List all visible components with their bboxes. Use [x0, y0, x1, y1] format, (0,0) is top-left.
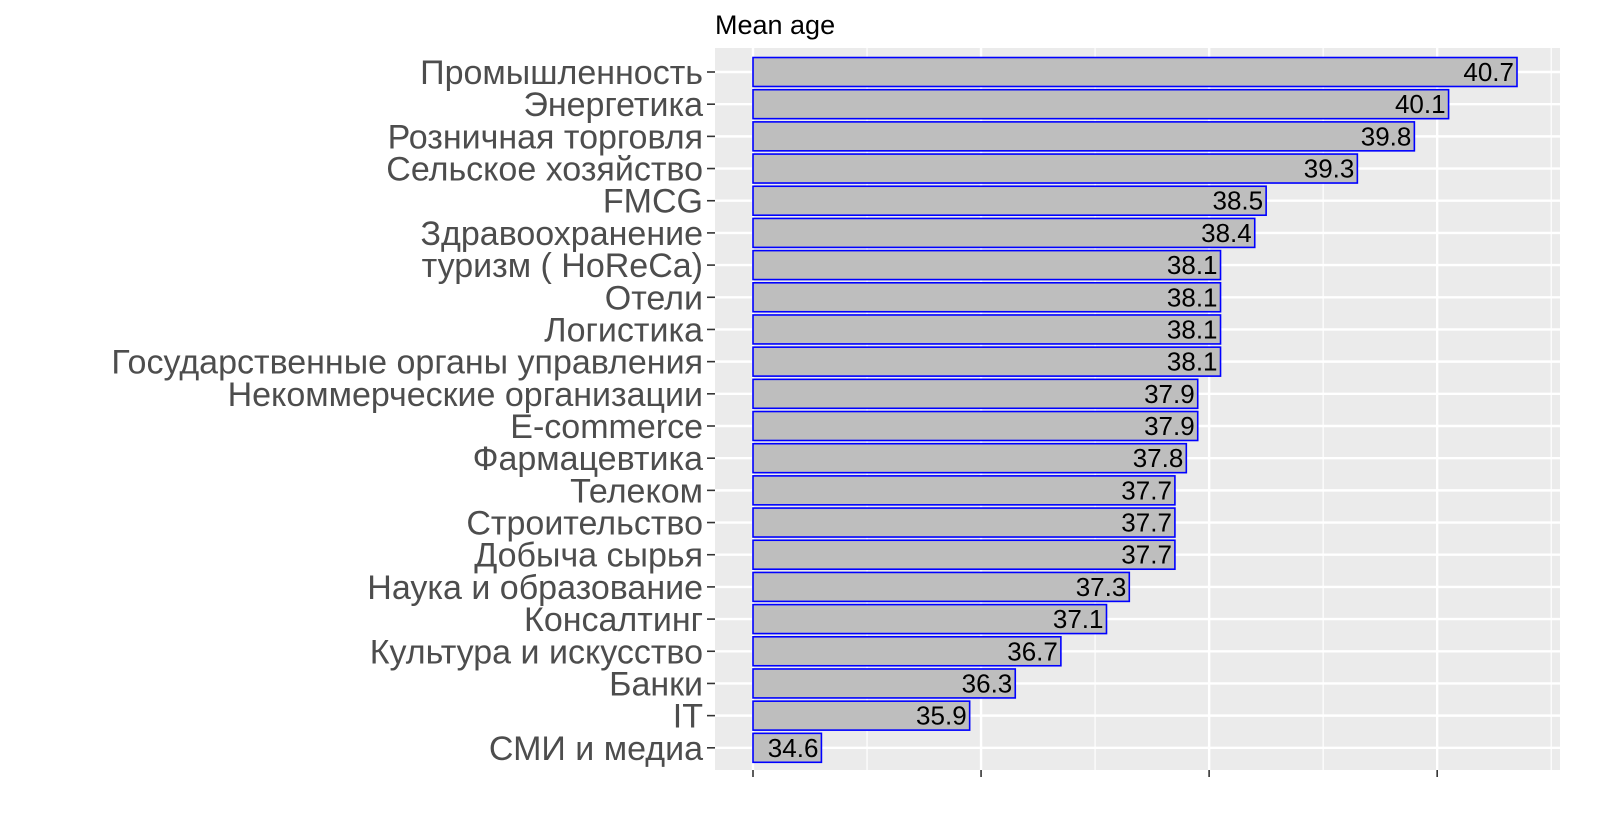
axis-ticks: [707, 71, 1438, 777]
category-label: E-commerce: [510, 408, 703, 446]
value-labels: 40.740.139.839.338.538.438.138.138.138.1…: [768, 57, 1514, 763]
bar: [752, 668, 1017, 699]
bar: [752, 378, 1199, 410]
bar: [752, 121, 1416, 152]
category-label: Здравоохранение: [421, 215, 704, 253]
category-label: Логистика: [544, 311, 703, 349]
category-label: Консалтинг: [524, 601, 703, 639]
bar-value-label: 39.8: [1361, 121, 1412, 151]
category-label: Энергетика: [523, 86, 703, 124]
bar: [752, 507, 1176, 538]
bar: [752, 700, 971, 731]
bar: [752, 153, 1359, 184]
category-label: Телеком: [570, 472, 703, 510]
category-label: Культура и искусство: [370, 633, 703, 671]
bar-value-label: 34.6: [768, 733, 819, 763]
category-label: Фармацевтика: [473, 440, 703, 478]
bar-value-label: 37.7: [1121, 508, 1172, 538]
category-label: FMCG: [603, 183, 703, 221]
bar: [752, 571, 1131, 603]
bar: [752, 56, 1518, 88]
bar-value-label: 37.3: [1076, 572, 1127, 602]
category-label: Розничная торговля: [388, 118, 703, 156]
bar: [752, 217, 1256, 249]
category-label: СМИ и медиа: [489, 730, 703, 768]
bar: [752, 442, 1188, 474]
bar-value-label: 39.3: [1304, 154, 1355, 184]
bar: [752, 249, 1222, 281]
bar-value-label: 40.1: [1395, 89, 1446, 119]
bar-value-label: 38.4: [1201, 218, 1252, 248]
bar: [752, 185, 1267, 217]
bar: [752, 732, 823, 764]
bar-value-label: 38.1: [1167, 250, 1218, 280]
bar: [752, 88, 1450, 120]
bar-value-label: 38.5: [1213, 186, 1264, 216]
bar: [752, 475, 1176, 506]
chart-title: Mean age: [715, 10, 835, 40]
bar-value-label: 36.7: [1007, 636, 1058, 666]
category-label: Некоммерческие организации: [228, 376, 703, 414]
category-label: Сельское хозяйство: [386, 151, 703, 189]
category-label: Добыча сырья: [474, 537, 703, 575]
bar: [752, 281, 1222, 313]
bar: [752, 603, 1108, 635]
bar-value-label: 35.9: [916, 701, 967, 731]
bar: [752, 635, 1062, 667]
bar-value-label: 40.7: [1463, 57, 1514, 87]
category-label: Отели: [605, 279, 703, 317]
category-label: Государственные органы управления: [111, 344, 703, 382]
bar-value-label: 37.8: [1133, 443, 1184, 473]
bar-value-label: 37.7: [1121, 540, 1172, 570]
bar-value-label: 37.9: [1144, 379, 1195, 409]
bar-value-label: 36.3: [962, 668, 1013, 698]
bar: [752, 314, 1222, 345]
category-label: Банки: [609, 665, 703, 703]
bar-value-label: 37.9: [1144, 411, 1195, 441]
category-label: Строительство: [466, 505, 703, 543]
bar: [752, 410, 1199, 442]
bar-value-label: 38.1: [1167, 347, 1218, 377]
bar: [752, 346, 1222, 377]
bar-value-label: 38.1: [1167, 282, 1218, 312]
bars: [752, 56, 1518, 764]
bar-value-label: 37.7: [1121, 475, 1172, 505]
category-label: IT: [673, 698, 703, 736]
category-label: Наука и образование: [367, 569, 703, 607]
category-label: Промышленность: [420, 54, 703, 92]
bar-value-label: 38.1: [1167, 314, 1218, 344]
bar-value-label: 37.1: [1053, 604, 1104, 634]
category-label: туризм ( HoReCa): [422, 247, 703, 285]
bar: [752, 539, 1176, 571]
